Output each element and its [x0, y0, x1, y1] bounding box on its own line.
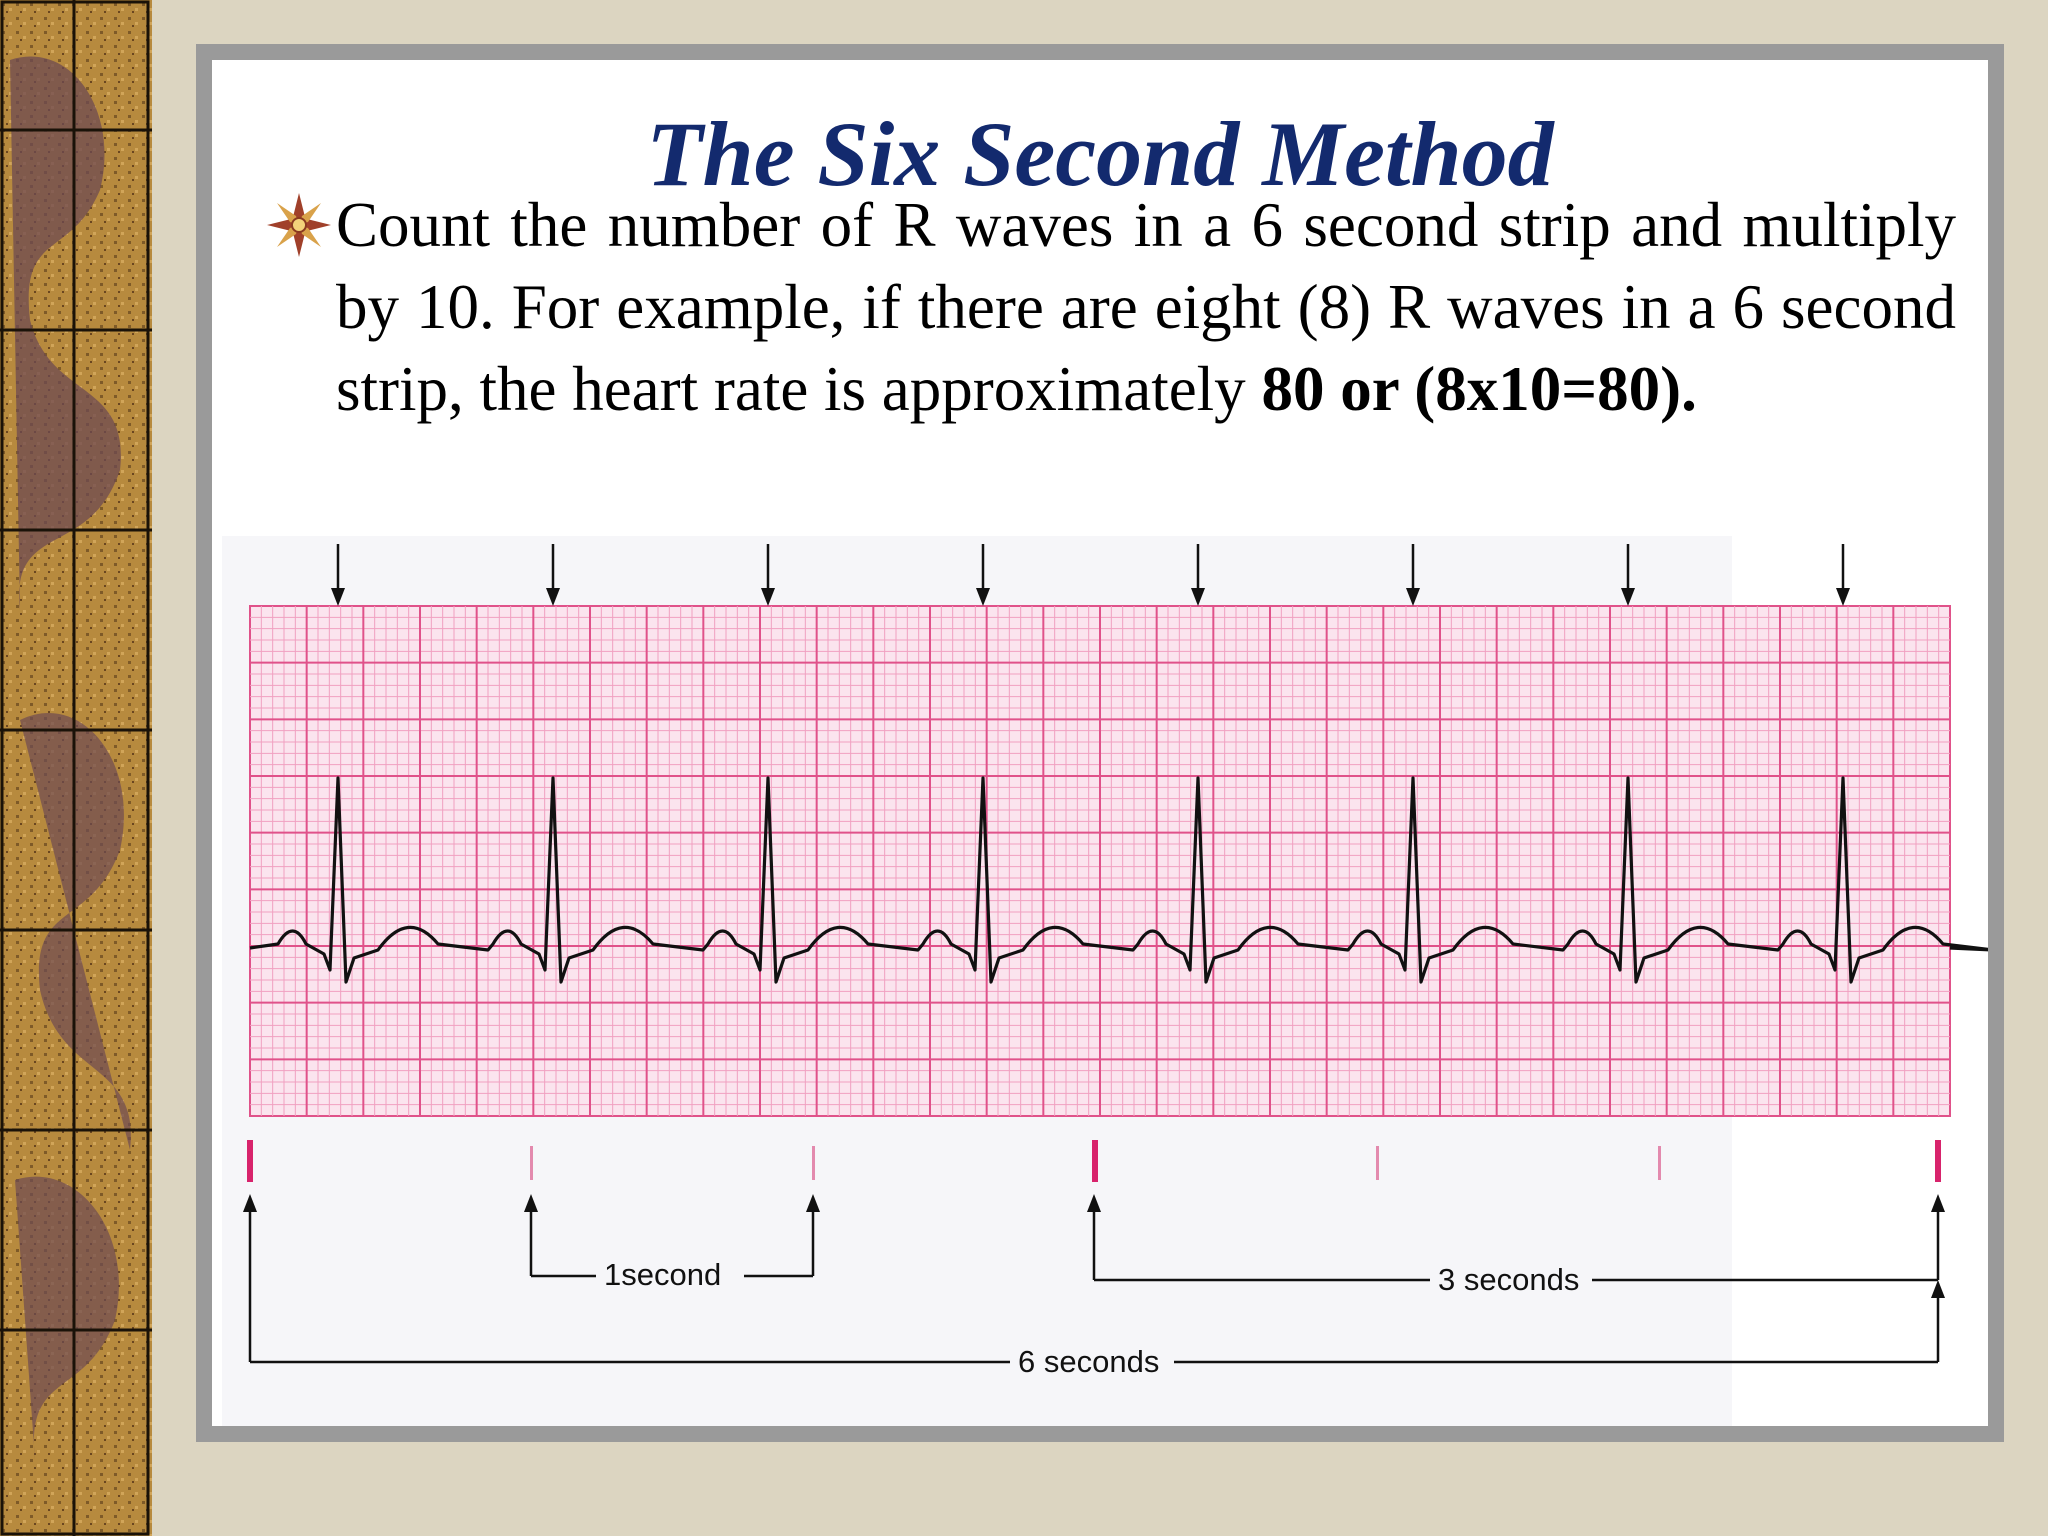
r-wave-arrow — [976, 544, 990, 606]
r-wave-arrow — [761, 544, 775, 606]
tick-5s — [1658, 1146, 1661, 1180]
decorative-side-strip — [0, 0, 152, 1536]
r-wave-arrow — [1836, 544, 1850, 606]
star-burst-icon — [267, 193, 331, 257]
ecg-grid-major — [250, 606, 1950, 1116]
ecg-trace — [249, 776, 1988, 984]
time-ticks — [247, 1140, 1941, 1182]
bullet-text: Count the number of R waves in a 6 secon… — [336, 184, 1956, 430]
tick-6s — [1935, 1140, 1941, 1182]
r-wave-arrow — [1406, 544, 1420, 606]
r-wave-arrow — [1621, 544, 1635, 606]
slide-content: The Six Second Method Count the number o… — [212, 60, 1988, 1426]
bullet-text-end: . — [1681, 354, 1697, 424]
tick-2s — [812, 1146, 815, 1180]
bullet-text-bold: 80 or (8x10=80) — [1261, 354, 1682, 424]
ecg-figure: 1second 3 seconds 6 seconds — [222, 536, 1988, 1426]
r-wave-markers — [331, 544, 1850, 606]
slide-title: The Six Second Method — [646, 103, 1554, 205]
label-three-seconds: 3 seconds — [1438, 1262, 1579, 1297]
bullet-text-main: Count the number of R waves in a 6 secon… — [336, 190, 1956, 424]
r-wave-arrow — [1191, 544, 1205, 606]
r-wave-arrow — [546, 544, 560, 606]
ecg-strip — [249, 605, 1988, 1117]
tick-3s — [1092, 1140, 1098, 1182]
tick-1s — [530, 1146, 533, 1180]
r-wave-arrow — [331, 544, 345, 606]
tick-0s — [247, 1140, 253, 1182]
tick-4s — [1376, 1146, 1379, 1180]
label-six-seconds: 6 seconds — [1018, 1344, 1159, 1379]
slide-frame: The Six Second Method Count the number o… — [196, 44, 2004, 1442]
label-one-second: 1second — [604, 1257, 721, 1292]
interval-brackets — [243, 1194, 1945, 1364]
